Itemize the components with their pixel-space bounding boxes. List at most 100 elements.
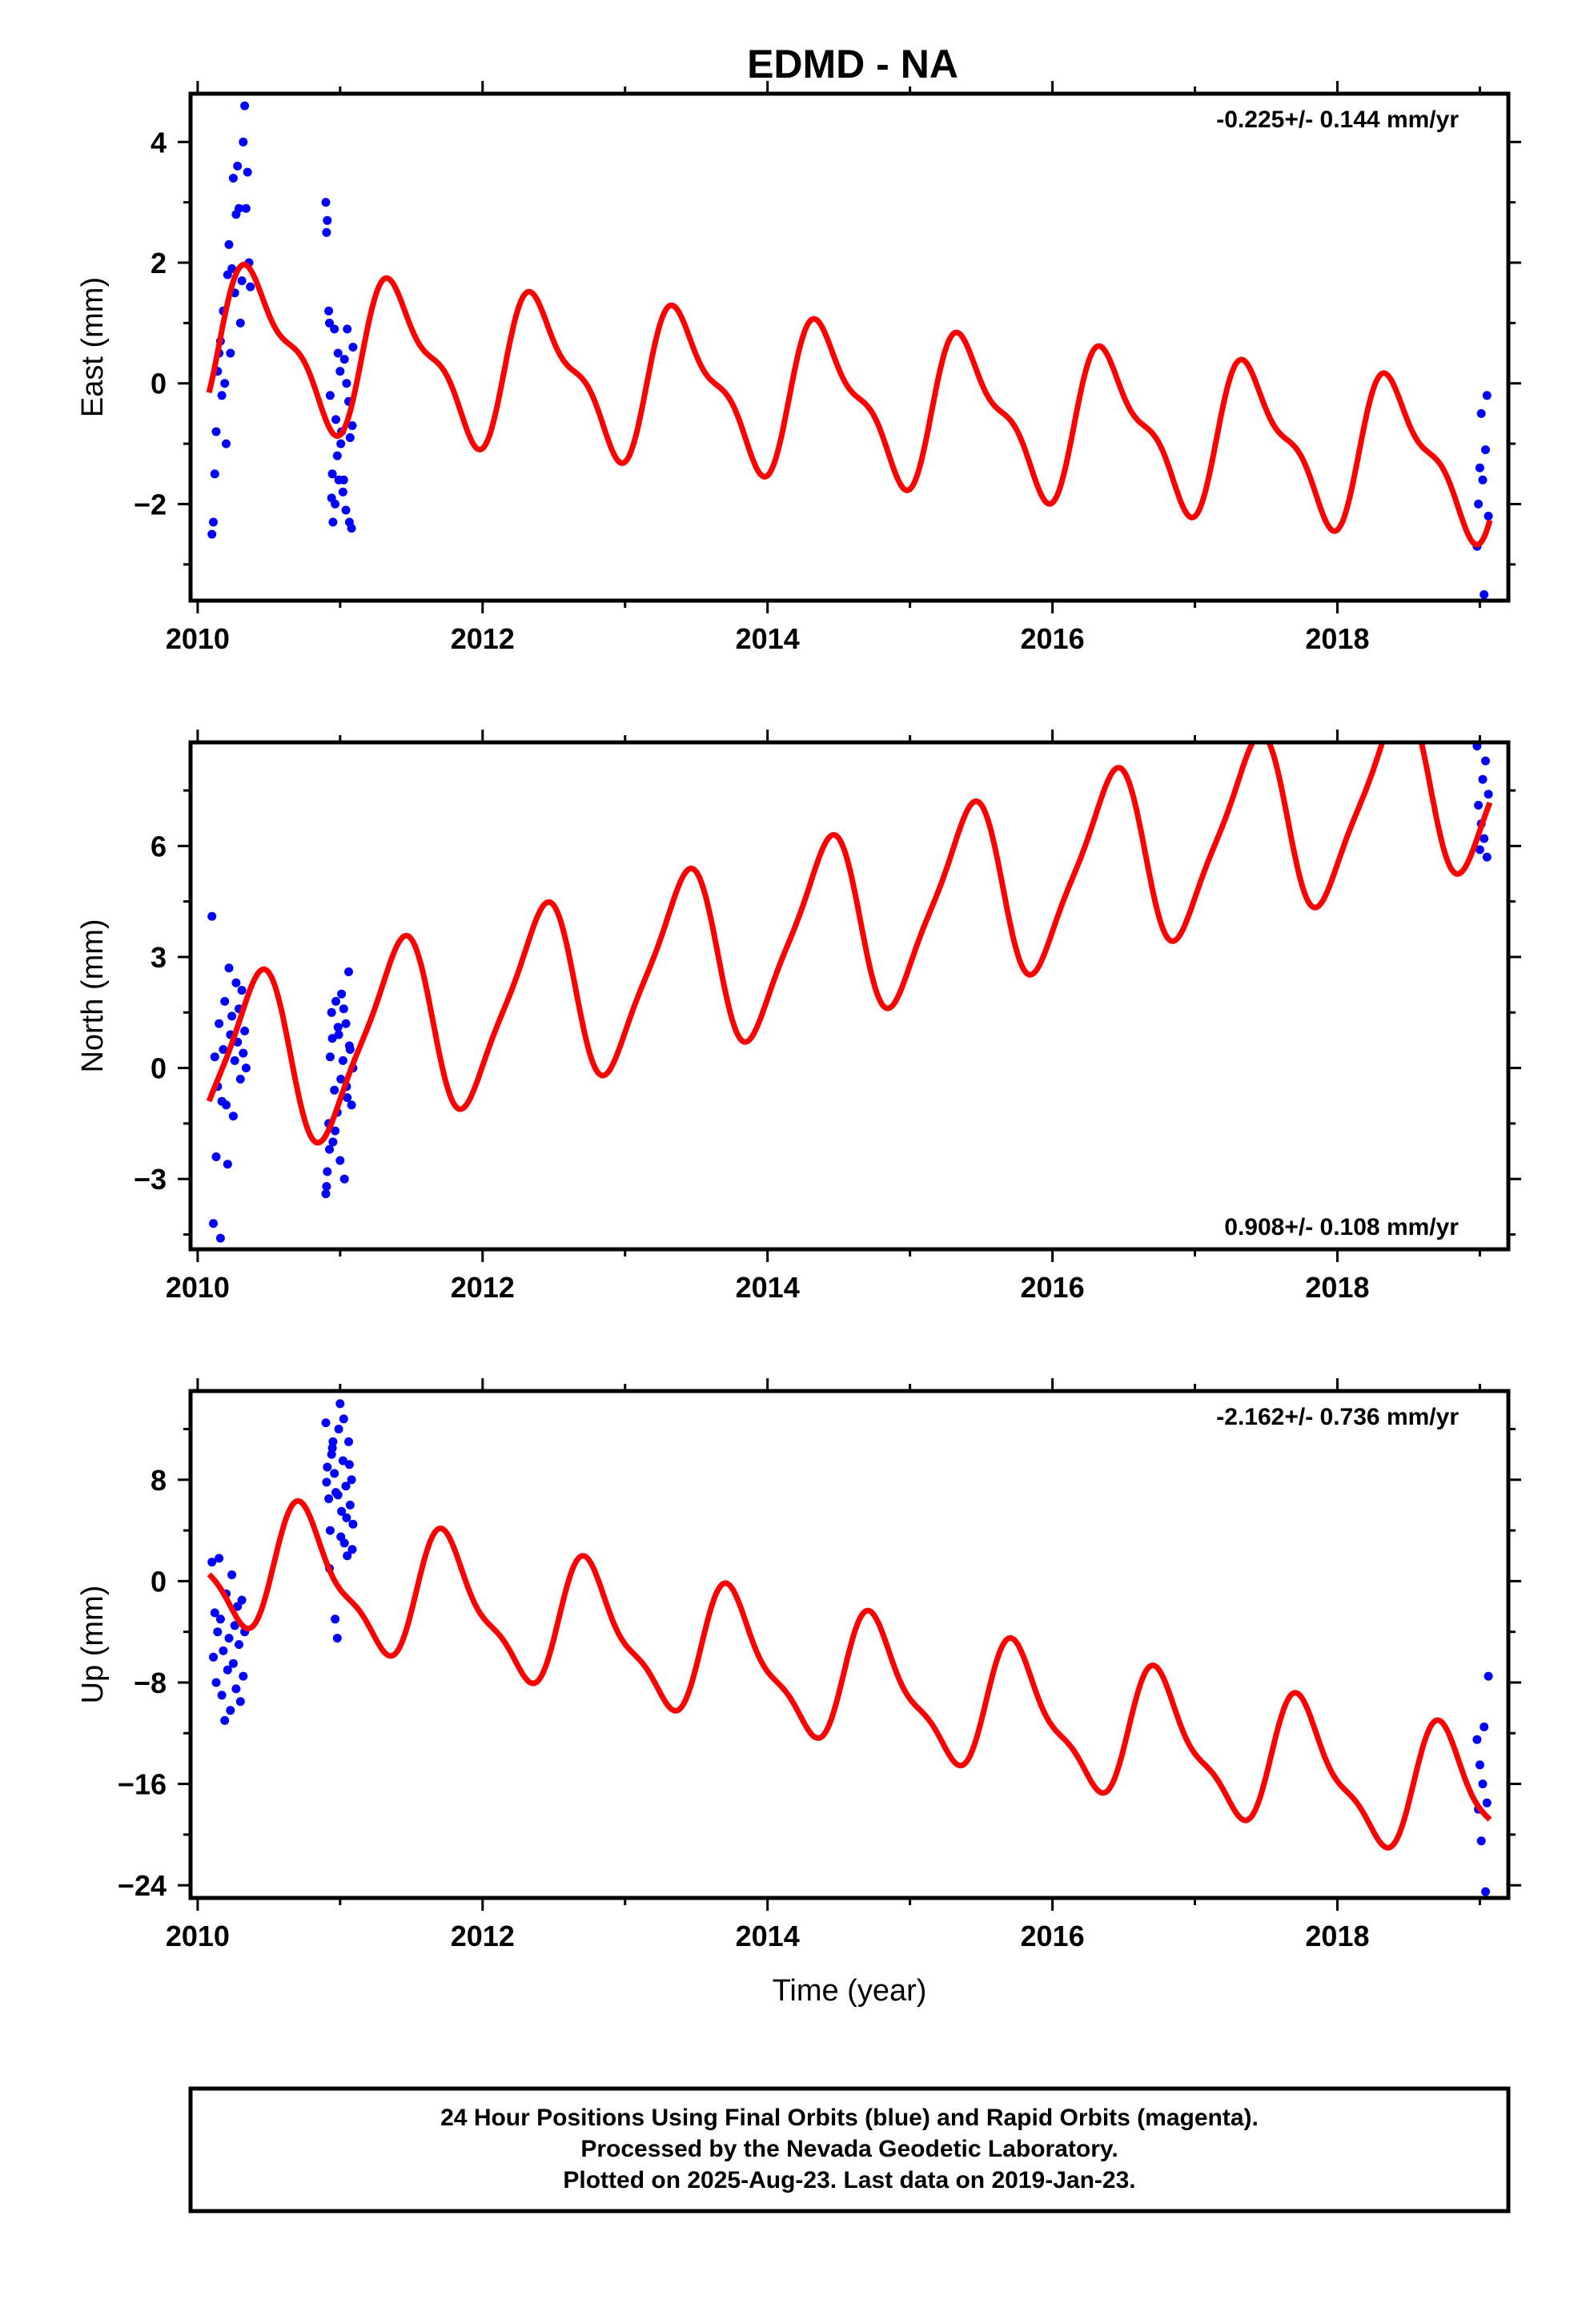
up-point xyxy=(1480,1722,1489,1731)
east-data-points xyxy=(207,101,1493,599)
east-point xyxy=(331,499,340,509)
up-point xyxy=(215,1614,225,1624)
north-point xyxy=(347,1100,356,1110)
east-y-tick-label: 0 xyxy=(151,368,167,400)
east-point xyxy=(235,203,243,213)
east-y-tick-label: 4 xyxy=(151,126,167,159)
north-point xyxy=(334,1030,343,1039)
up-point xyxy=(331,1614,340,1624)
up-point xyxy=(343,1551,352,1561)
east-rate-label: -0.225+/- 0.144 mm/yr xyxy=(1216,107,1459,133)
east-point xyxy=(1481,445,1490,455)
east-point xyxy=(342,379,351,388)
east-point xyxy=(227,264,237,273)
up-point xyxy=(344,1437,353,1446)
up-point xyxy=(327,1443,337,1453)
north-point xyxy=(344,967,353,976)
footer-line-2: Processed by the Nevada Geodetic Laborat… xyxy=(580,2136,1118,2162)
east-point xyxy=(341,505,351,515)
east-point xyxy=(325,391,335,400)
up-point xyxy=(1481,1887,1490,1896)
north-x-tick-label: 2014 xyxy=(736,1271,800,1304)
north-point xyxy=(341,1019,351,1028)
east-point xyxy=(241,203,251,213)
up-x-tick-label: 2012 xyxy=(451,1920,515,1952)
up-point xyxy=(323,1462,332,1472)
east-point xyxy=(331,415,340,424)
north-point xyxy=(235,1075,245,1084)
up-x-tick-label: 2018 xyxy=(1305,1920,1369,1952)
east-point xyxy=(1475,463,1484,472)
north-point xyxy=(228,1112,238,1121)
north-point xyxy=(237,986,247,995)
north-point xyxy=(224,963,234,973)
north-point xyxy=(330,1085,339,1095)
north-y-tick-label: 0 xyxy=(151,1052,167,1085)
east-point xyxy=(339,355,349,364)
up-point xyxy=(230,1621,239,1630)
up-point xyxy=(344,1460,354,1470)
up-point xyxy=(328,1437,338,1446)
panel-up: 2010 2012 2014 2016 2018 −24 −16 −8 0 8 Up (mm) Tim… xyxy=(76,1378,1521,2008)
up-point xyxy=(336,1532,346,1542)
north-point xyxy=(1475,845,1484,854)
up-point xyxy=(332,1634,342,1643)
north-point xyxy=(343,1093,352,1103)
east-point xyxy=(233,161,243,171)
up-y-tick-label: −24 xyxy=(118,1869,167,1902)
east-frame xyxy=(188,91,1511,603)
up-data-points xyxy=(207,1399,1493,1896)
east-x-tick-label: 2010 xyxy=(166,622,230,655)
up-point xyxy=(334,1425,343,1433)
east-point xyxy=(1474,499,1484,509)
up-point xyxy=(337,1506,347,1516)
east-model-line xyxy=(206,261,1493,548)
north-point xyxy=(331,996,340,1006)
up-point xyxy=(324,1494,334,1503)
north-point xyxy=(231,978,241,987)
up-point xyxy=(335,1399,345,1409)
up-point xyxy=(1472,1735,1482,1744)
up-point xyxy=(223,1665,232,1675)
north-point xyxy=(325,1052,335,1062)
east-point xyxy=(344,517,354,527)
east-point xyxy=(347,421,357,430)
north-point xyxy=(323,1167,332,1176)
north-point xyxy=(239,1048,248,1058)
up-point xyxy=(226,1706,235,1715)
footer-line-3: Plotted on 2025-Aug-23. Last data on 201… xyxy=(563,2167,1135,2193)
up-point xyxy=(338,1456,347,1466)
north-point xyxy=(327,1007,336,1017)
up-point xyxy=(217,1691,227,1700)
east-x-tick-label: 2014 xyxy=(736,622,800,655)
up-point xyxy=(1478,1779,1488,1789)
east-point xyxy=(207,529,217,539)
north-point xyxy=(1480,834,1489,843)
east-point xyxy=(217,391,227,400)
east-x-tick-label: 2016 xyxy=(1021,622,1085,655)
east-y-axis-label: East (mm) xyxy=(76,277,110,417)
east-point xyxy=(327,469,337,479)
north-point xyxy=(338,1055,347,1065)
east-point xyxy=(345,433,355,442)
north-point xyxy=(230,1055,239,1065)
up-point xyxy=(239,1671,248,1681)
north-point xyxy=(222,1100,231,1110)
up-point xyxy=(211,1678,221,1687)
east-point xyxy=(1476,408,1486,418)
north-frame xyxy=(188,740,1511,1252)
panel-east: 2010 2012 2014 2016 2018 −2 0 2 4 East (mm) -0.225… xyxy=(76,81,1521,655)
up-point xyxy=(219,1646,228,1655)
north-point xyxy=(339,1174,349,1184)
east-point xyxy=(321,198,331,207)
up-point xyxy=(224,1634,234,1643)
up-point xyxy=(339,1414,348,1424)
north-point xyxy=(207,911,217,921)
east-point xyxy=(323,215,332,225)
east-point xyxy=(324,306,334,316)
up-point xyxy=(348,1519,358,1529)
east-point xyxy=(339,475,348,485)
north-point xyxy=(210,1052,219,1062)
east-point xyxy=(325,318,334,328)
